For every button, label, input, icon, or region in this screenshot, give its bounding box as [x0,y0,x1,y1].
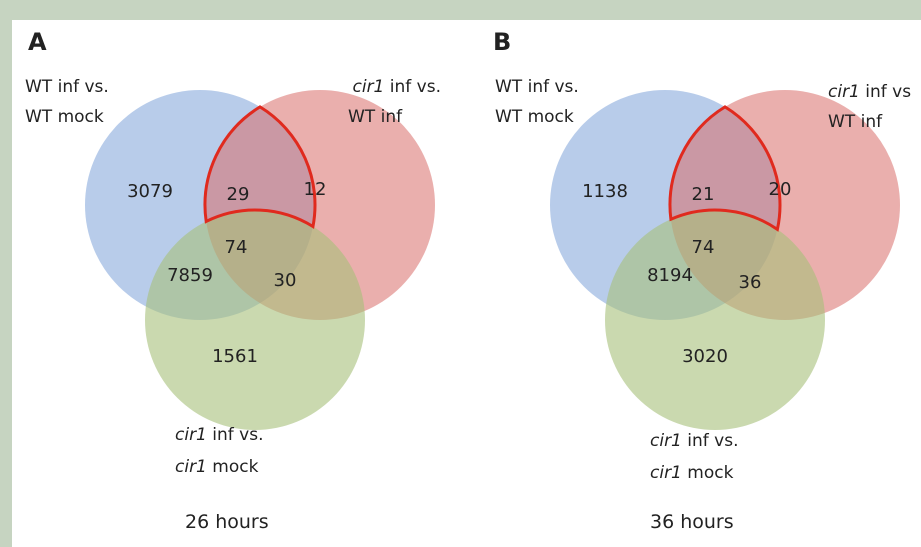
region-count: 3020 [682,346,728,367]
set-label-italic: cir1 [175,457,207,477]
set-label: cir1 inf vs. [353,77,442,97]
set-label: WT mock [495,107,574,127]
region-count: 1561 [212,346,258,367]
set-label-text: mock [207,457,259,477]
region-count: 3079 [127,181,173,202]
set-label: WT inf [348,107,403,127]
figure: A 3079 29 12 74 7859 30 1561 WT inf vs. WT mock ci… [0,0,921,547]
region-count: 7859 [167,265,213,286]
set-label: cir1 inf vs. [175,425,264,445]
panel-label: B [493,28,511,56]
set-label-italic: cir1 [353,77,385,97]
set-label: WT inf [828,112,883,132]
region-count: 29 [227,184,250,205]
set-label-text: mock [682,463,734,483]
set-label-italic: cir1 [175,425,207,445]
panel-label: A [28,28,47,56]
set-label-italic: cir1 [650,463,682,483]
region-count: 12 [304,179,327,200]
set-circle-green [605,210,825,430]
set-label: cir1 inf vs. [650,431,739,451]
set-label: WT inf vs. [25,77,109,97]
set-label-text: inf vs [860,82,911,102]
set-label-text: inf vs. [682,431,739,451]
set-label: WT mock [25,107,104,127]
set-label-text: inf vs. [207,425,264,445]
set-label-italic: cir1 [828,82,860,102]
set-circle-green [145,210,365,430]
set-label-text: inf vs. [384,77,441,97]
region-count: 30 [274,270,297,291]
region-count: 74 [225,237,248,258]
region-count: 36 [739,272,762,293]
region-count: 8194 [647,265,693,286]
region-count: 21 [692,184,715,205]
set-label: cir1 inf vs [828,82,911,102]
set-label: cir1 mock [650,463,734,483]
caption: 36 hours [650,511,734,533]
caption: 26 hours [185,511,269,533]
set-label-italic: cir1 [650,431,682,451]
region-count: 74 [692,237,715,258]
region-count: 1138 [582,181,628,202]
region-count: 20 [769,179,792,200]
set-label: WT inf vs. [495,77,579,97]
set-label: cir1 mock [175,457,259,477]
